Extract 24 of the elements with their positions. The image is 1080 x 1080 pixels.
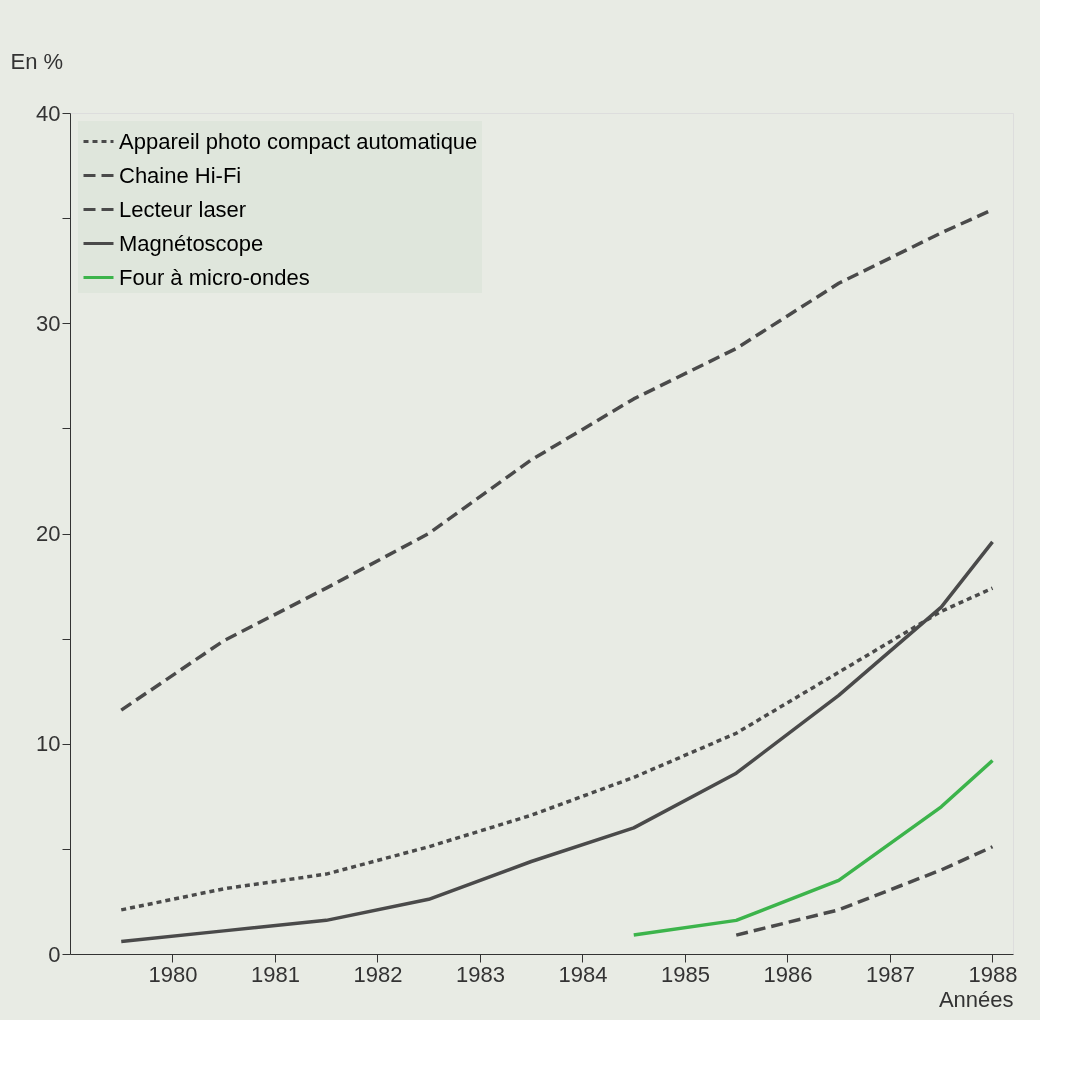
x-tick-label: 1988 — [968, 961, 1018, 987]
line-series — [734, 845, 995, 937]
y-tick-label: 40 — [36, 100, 61, 126]
x-tick-label: 1986 — [763, 961, 813, 987]
y-axis-title: En % — [10, 48, 64, 74]
y-tick-label: 0 — [48, 941, 61, 967]
x-tick-label: 1983 — [456, 961, 505, 987]
x-axis-title: Années — [938, 986, 1014, 1012]
legend-label: Lecteur laser — [119, 196, 247, 222]
line-series — [632, 758, 995, 937]
y-tick-label: 30 — [36, 310, 61, 336]
legend-label: Chaine Hi-Fi — [119, 162, 242, 188]
x-tick-label: 1981 — [251, 961, 300, 987]
legend-label: Appareil photo compact automatique — [119, 128, 478, 154]
x-tick-label: 1984 — [558, 961, 608, 987]
y-tick-label: 10 — [36, 731, 61, 757]
x-tick-label: 1980 — [148, 961, 198, 987]
x-tick-label: 1982 — [353, 961, 403, 987]
line-series — [119, 540, 995, 944]
legend-label: Magnétoscope — [119, 230, 264, 256]
x-tick-label: 1985 — [661, 961, 710, 987]
y-tick-label: 20 — [36, 521, 61, 546]
legend-label: Four à micro-ondes — [119, 264, 310, 290]
x-tick-label: 1987 — [866, 961, 915, 987]
